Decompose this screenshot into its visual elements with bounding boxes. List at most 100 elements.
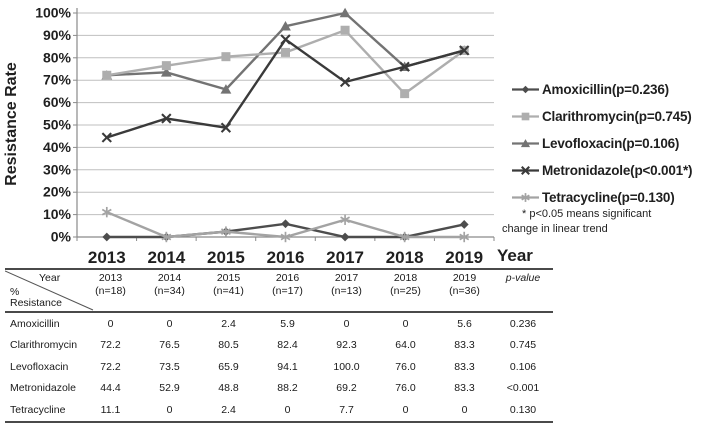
table-cell: 73.5	[159, 360, 180, 373]
table-year-header: 2013 (n=18)	[81, 270, 140, 311]
table-cell: 100.0	[333, 360, 360, 373]
marker-x	[220, 122, 232, 133]
corner-label-year: Year	[39, 272, 61, 284]
marker-x	[280, 34, 291, 45]
marker-square	[340, 25, 350, 35]
table-year-header: 2015 (n=41)	[199, 270, 258, 311]
table-year-header: 2017 (n=13)	[317, 270, 376, 311]
table-cell-pvalue: 0.745	[509, 339, 537, 352]
marker-square	[400, 89, 410, 99]
table-cell: 0	[284, 403, 291, 416]
legend-item-tetracycline: Tetracycline(p=0.130)	[512, 184, 692, 211]
table-cell: 92.3	[336, 339, 357, 352]
table-cell: 0	[461, 403, 468, 416]
y-tick-label: 80%	[43, 49, 72, 65]
legend-footnote: * p<0.05 means significant change in lin…	[502, 207, 687, 236]
marker-square	[281, 47, 290, 57]
x-tick-label: 2018	[386, 248, 424, 267]
table-cell: 5.6	[457, 317, 472, 330]
corner-label-resistance: Resistance	[10, 297, 62, 309]
header-n: (n=41)	[213, 285, 244, 297]
x-tick-label: 2017	[326, 248, 364, 267]
x-marker-icon	[512, 166, 539, 175]
table-pvalue-header: p-value	[505, 272, 541, 284]
y-tick-label: 30%	[43, 161, 72, 177]
marker-x	[161, 113, 172, 124]
table-header-row: Year% Resistance 2013 (n=18) 2014 (n=34) 2015(…	[5, 270, 553, 313]
y-tick-label: 20%	[43, 184, 72, 200]
header-year: 2013	[98, 272, 123, 284]
marker-triangle	[280, 21, 291, 31]
marker-star	[399, 233, 410, 241]
table-cell: 64.0	[395, 339, 416, 352]
y-axis-title: Resistance Rate	[3, 62, 20, 186]
y-tick-label: 10%	[43, 206, 72, 222]
marker-x	[339, 76, 351, 88]
legend-label: Levofloxacin(p=0.106)	[542, 136, 680, 151]
table-cell: 82.4	[277, 339, 298, 352]
marker-square	[521, 112, 530, 121]
x-tick-label: 2019	[445, 248, 483, 267]
legend-label: Clarithromycin(p=0.745)	[542, 109, 692, 124]
header-n: (n=36)	[449, 285, 480, 297]
table-year-header: 2016 (n=17)	[258, 270, 317, 311]
resistance-rate-line-chart: 0% 10% 20% 30% 40% 50% 60% 70% 80% 90% 100% 2013 201…	[3, 5, 533, 268]
marker-diamond	[340, 232, 350, 242]
table-cell: 76.0	[395, 360, 416, 373]
table-cell-pvalue: 0.236	[509, 317, 537, 330]
legend-label: Metronidazole(p<0.001*)	[542, 163, 693, 178]
marker-x	[101, 132, 112, 143]
plot-area: 0% 10% 20% 30% 40% 50% 60% 70% 80% 90% 100% 2013 201…	[35, 5, 495, 267]
table-cell: 83.3	[454, 382, 475, 395]
table-year-header: 2019 (n=36)	[435, 270, 494, 311]
marker-square	[102, 70, 112, 80]
header-n: (n=34)	[154, 285, 185, 297]
series-metronidazole	[101, 34, 470, 143]
table-row-clarithromycin: Clarithromycin 72.2 76.5 80.5 82.4 92.3 64.0 83…	[5, 335, 553, 357]
footnote-line-1: * p<0.05 means significant	[522, 208, 652, 220]
marker-x	[459, 45, 470, 56]
row-label: Metronidazole	[10, 382, 76, 395]
header-year: 2014	[157, 272, 182, 284]
header-n: (n=13)	[331, 285, 362, 297]
series-tetracycline	[101, 206, 470, 243]
star-marker-icon	[512, 193, 539, 202]
marker-square	[161, 61, 171, 71]
table-cell: 65.9	[218, 360, 239, 373]
marker-star	[521, 194, 530, 201]
x-tick-label: 2016	[267, 248, 305, 267]
table-cell: 11.1	[100, 403, 121, 416]
y-tick-label: 40%	[43, 139, 72, 155]
marker-square	[221, 52, 231, 62]
table-cell: 83.3	[454, 360, 475, 373]
header-n: (n=25)	[390, 285, 421, 297]
marker-star	[340, 216, 350, 224]
table-row-amoxicillin: Amoxicillin 0 0 2.4 5.9 0 0 5.6 0.236	[5, 313, 553, 335]
marker-diamond	[459, 220, 469, 229]
table-row-metronidazole: Metronidazole 44.4 52.9 48.8 88.2 69.2 76.0 83.…	[5, 378, 553, 400]
table-row-tetracycline: Tetracycline 11.1 0 2.4 0 7.7 0 0 0.130	[5, 399, 553, 421]
table-cell-pvalue: <0.001	[506, 382, 540, 395]
marker-diamond	[281, 219, 290, 229]
header-year: 2015	[216, 272, 241, 284]
marker-star	[459, 233, 470, 241]
table-cell: 94.1	[277, 360, 298, 373]
header-year: 2016	[275, 272, 300, 284]
x-tick-label: 2015	[207, 248, 245, 267]
table-cell: 44.4	[100, 382, 121, 395]
marker-star	[101, 208, 112, 216]
table-cell: 88.2	[277, 382, 298, 395]
table-cell: 0	[402, 403, 409, 416]
table-corner-cell: Year% Resistance	[5, 270, 94, 311]
table-year-header: 2014 (n=34)	[140, 270, 199, 311]
y-tick-label: 90%	[43, 27, 72, 43]
table-cell: 48.8	[218, 382, 239, 395]
x-tick-label: 2013	[88, 248, 126, 267]
header-year: 2017	[334, 272, 359, 284]
table-row-levofloxacin: Levofloxacin 72.2 73.5 65.9 94.1 100.0 76.0 83.…	[5, 356, 553, 378]
table-cell: 5.9	[280, 317, 295, 330]
y-tick-label: 100%	[35, 5, 71, 21]
row-label: Amoxicillin	[10, 317, 60, 330]
series-clarithromycin	[102, 25, 469, 99]
